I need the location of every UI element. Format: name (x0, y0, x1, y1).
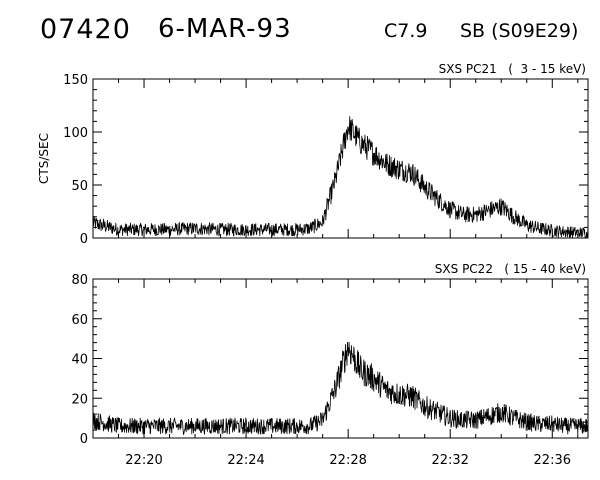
x-tick-label: 22:20 (125, 453, 162, 468)
panel-title: SXS PC22 ( 15 - 40 keV) (435, 262, 586, 276)
y-tick-label: 100 (63, 126, 88, 141)
x-tick-label: 22:24 (227, 453, 264, 468)
y-tick-label: 50 (71, 179, 88, 194)
y-tick-label: 60 (71, 313, 88, 328)
series-line (92, 341, 589, 436)
plot-frame (92, 78, 589, 239)
series-line (92, 116, 589, 239)
event-date: 6-MAR-93 (158, 14, 292, 44)
y-tick-label: 80 (71, 273, 88, 288)
panel-title: SXS PC21 ( 3 - 15 keV) (439, 62, 586, 76)
y-tick-label: 150 (63, 73, 88, 88)
y-tick-label: 40 (71, 353, 88, 368)
y-tick-label: 0 (80, 432, 88, 447)
x-tick-label: 22:36 (534, 453, 571, 468)
y-axis-label: CTS/SEC (37, 133, 51, 184)
y-tick-label: 0 (80, 232, 88, 247)
flare-class: C7.9 (384, 20, 428, 42)
y-tick-label: 20 (71, 392, 88, 407)
x-tick-label: 22:28 (329, 453, 366, 468)
x-tick-label: 22:32 (431, 453, 468, 468)
flare-location: SB (S09E29) (460, 20, 579, 42)
event-id: 07420 (40, 14, 131, 45)
